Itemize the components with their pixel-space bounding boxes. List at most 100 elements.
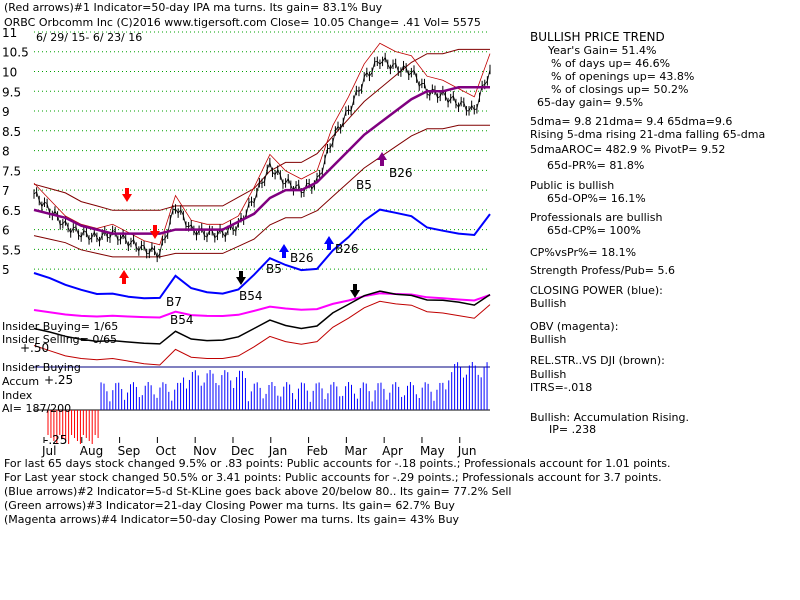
accum-label-plus50: +.50 <box>20 341 49 355</box>
closing-power <box>33 208 491 300</box>
signal-arrow <box>279 244 289 258</box>
y-tick-label: 5.5 <box>2 243 21 257</box>
y-tick-label: 9 <box>2 105 10 119</box>
relative-strength-line <box>33 290 491 366</box>
footer-65day-line: For last 65 days stock changed 9.5% or .… <box>4 457 671 470</box>
signal-label: B5 <box>266 262 282 276</box>
professionals-status: Professionals are bullish <box>530 211 663 224</box>
public-status: Public is bullish <box>530 179 615 192</box>
rel-strength <box>33 290 491 345</box>
cp-percent: 65d-CP%= 100% <box>547 224 641 237</box>
y-tick-label: 10 <box>2 65 17 79</box>
signal-arrow <box>350 284 360 298</box>
signal-label: B26 <box>290 251 314 265</box>
x-month-label: Nov <box>193 444 216 458</box>
relstr-status: Bullish <box>530 368 567 381</box>
insider-selling-label: Insider Selling= 0/65 <box>2 333 118 346</box>
footer-green-arrows: (Green arrows)#3 Indicator=21-day Closin… <box>4 499 455 512</box>
ip-value: IP= .238 <box>549 423 597 436</box>
signal-label: B54 <box>170 313 194 327</box>
lower-band <box>33 124 490 258</box>
obv-line <box>33 292 491 319</box>
footer-magenta-arrows: (Magenta arrows)#4 Indicator=50-day Clos… <box>4 513 460 526</box>
signal-arrow <box>122 188 132 202</box>
signal-arrow <box>324 236 334 250</box>
insider-buying-accum-label: Insider Buying <box>2 361 81 374</box>
years-gain: Year's Gain= 51.4% <box>548 44 657 57</box>
x-month-label: Jul <box>41 444 56 458</box>
ma65 <box>33 86 490 235</box>
closing-power-line <box>33 208 491 300</box>
signal-label: B5 <box>356 178 372 192</box>
aroc-pivot: 5dmaAROC= 482.9 % PivotP= 9.52 <box>530 143 726 156</box>
header-indicator-line: (Red arrows)#1 Indicator=50-day IPA ma t… <box>4 1 383 14</box>
signal-label: B26 <box>389 166 413 180</box>
rel-strength-ma <box>33 300 491 366</box>
price-line <box>33 56 491 259</box>
closing-power-status: Bullish <box>530 297 567 310</box>
days-up: % of days up= 46.6% <box>551 57 671 70</box>
obv-status: Bullish <box>530 333 567 346</box>
x-month-label: Sep <box>118 444 141 458</box>
strength-ratio: Strength Profess/Pub= 5.6 <box>530 264 675 277</box>
x-month-label: Oct <box>155 444 176 458</box>
accum-label: Accum <box>2 375 40 388</box>
y-tick-label: 10.5 <box>2 46 29 60</box>
accum-label-plus25: +.25 <box>44 373 73 387</box>
y-tick-label: 11 <box>2 26 17 40</box>
chart-gridlines <box>34 31 490 411</box>
signal-arrow <box>119 270 129 284</box>
insider-buying-label: Insider Buying= 1/65 <box>2 320 119 333</box>
pr-percent: 65d-PR%= 81.8% <box>547 159 645 172</box>
trend-title: BULLISH PRICE TREND <box>530 30 665 44</box>
gain-65day: 65-day gain= 9.5% <box>537 96 644 109</box>
y-tick-label: 6 <box>2 224 10 238</box>
accumulation-bars <box>47 362 488 444</box>
y-tick-label: 9.5 <box>2 85 21 99</box>
signal-arrow <box>150 225 160 239</box>
y-axis: 11 10.5 10 9.5 9 8.5 8 7.5 7 6.5 6 5.5 5 +.50 +.25 -.25 <box>2 26 73 447</box>
date-range: 6/ 29/ 15- 6/ 23/ 16 <box>36 31 143 44</box>
y-tick-label: 8.5 <box>2 125 21 139</box>
y-tick-label: 8 <box>2 145 10 159</box>
accum-status: Bullish: Accumulation Rising. <box>530 411 689 424</box>
x-axis: Jul Aug Sep Oct Nov Dec Jan Feb Mar Apr May Jun <box>41 437 477 458</box>
dma-rising: Rising 5-dma rising 21-dma falling 65-dm… <box>530 128 766 141</box>
ma65-line <box>33 86 490 235</box>
signal-arrow <box>236 271 246 285</box>
price-series <box>33 52 491 263</box>
footer-year-line: For Last year stock changed 50.5% or 3.4… <box>4 471 662 484</box>
closings-up: % of closings up= 50.2% <box>551 83 689 96</box>
x-month-label: Mar <box>344 444 367 458</box>
itrs-value: ITRS=-.018 <box>530 381 593 394</box>
signal-arrows <box>119 152 387 298</box>
obv-title: OBV (magenta): <box>530 320 619 333</box>
dma-values: 5dma= 9.8 21dma= 9.4 65dma=9.6 <box>530 115 733 128</box>
x-month-label: Dec <box>231 444 254 458</box>
price-envelope <box>33 42 491 246</box>
signal-label: B26 <box>335 242 359 256</box>
signal-label: B54 <box>239 289 263 303</box>
x-month-label: Jan <box>268 444 288 458</box>
y-tick-label: 5 <box>2 263 10 277</box>
footer-blue-arrows: (Blue arrows)#2 Indicator=5-d St-KLine g… <box>4 485 512 498</box>
y-tick-label: 7.5 <box>2 164 21 178</box>
index-label: Index <box>2 389 33 402</box>
signal-arrow <box>377 152 387 166</box>
cp-vs-pr: CP%vsPr%= 18.1% <box>530 246 637 259</box>
y-tick-label: 6.5 <box>2 204 21 218</box>
op-percent: 65d-OP%= 16.1% <box>547 192 646 205</box>
accum-label-minus25: -.25 <box>44 433 67 447</box>
obv <box>33 292 491 319</box>
x-month-label: Apr <box>382 444 403 458</box>
x-month-label: Jun <box>457 444 477 458</box>
relstr-title: REL.STR..VS DJI (brown): <box>530 354 665 367</box>
signal-label: B7 <box>166 295 182 309</box>
openings-up: % of openings up= 43.8% <box>551 70 695 83</box>
x-month-label: Aug <box>80 444 103 458</box>
x-month-label: Feb <box>307 444 328 458</box>
x-month-label: May <box>420 444 445 458</box>
closing-power-title: CLOSING POWER (blue): <box>530 284 663 297</box>
